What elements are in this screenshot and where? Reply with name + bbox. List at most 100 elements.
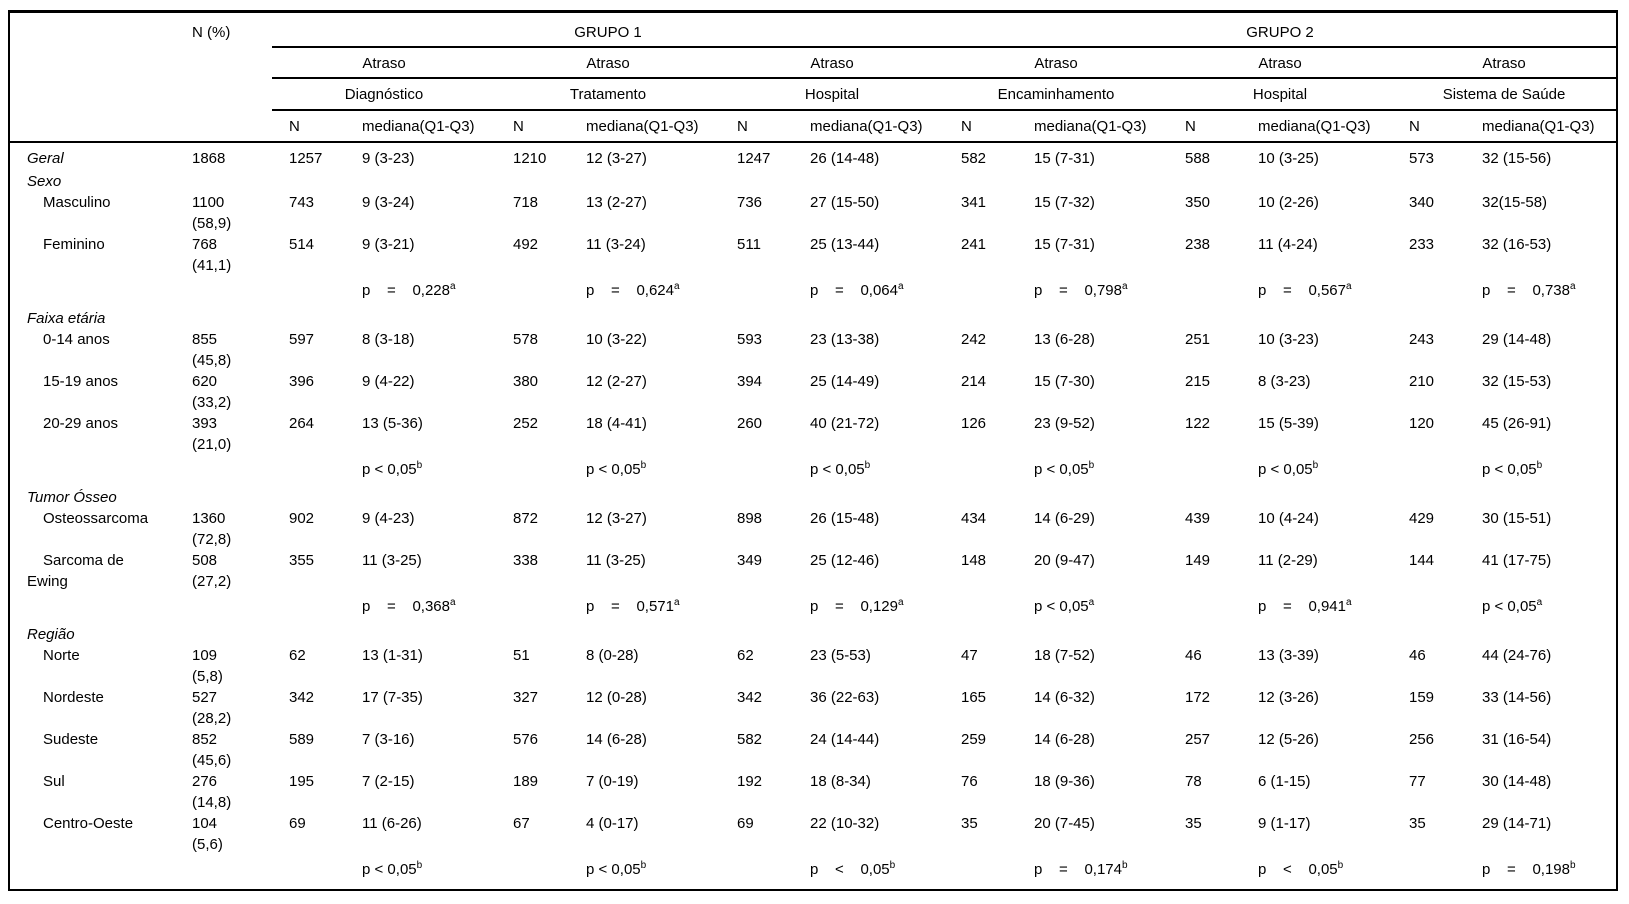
median-cell: 11 (4-24) — [1258, 236, 1318, 253]
median-cell: 13 (1-31) — [362, 647, 423, 664]
n-cell: 238 — [1185, 236, 1211, 253]
table-row: Nordeste 527 (28,2) 342 17 (7-35) 327 12 (0-2… — [10, 687, 1616, 729]
median-cell: 7 (3-16) — [362, 731, 415, 748]
table-row: Osteossarcoma 1360 (72,8) 902 9 (4-23) 872 12… — [10, 508, 1616, 550]
n-cell: 342 — [737, 689, 763, 706]
n-pct-cell: 852 (45,6) — [192, 731, 232, 769]
p-value-text: p = 0,567 — [1258, 282, 1346, 299]
median-cell: 41 (17-75) — [1482, 552, 1552, 569]
median-cell: 12 (2-27) — [586, 373, 647, 390]
n-cell: 355 — [289, 552, 315, 569]
median-cell: 26 (14-48) — [810, 150, 880, 167]
p-value-superscript: b — [1312, 460, 1319, 471]
median-cell: 14 (6-28) — [586, 731, 647, 748]
p-value-cell: p < 0,05b — [1240, 459, 1392, 480]
col-header-atraso: Atraso — [1258, 55, 1302, 72]
median-cell: 9 (3-24) — [362, 194, 415, 211]
median-cell: 15 (7-31) — [1034, 236, 1095, 253]
p-value-superscript: a — [449, 597, 456, 608]
median-cell: 8 (3-23) — [1258, 373, 1311, 390]
n-cell: 434 — [961, 510, 987, 527]
median-cell: 11 (3-25) — [586, 552, 646, 569]
p-value-text: p < 0,05 — [810, 461, 865, 478]
median-cell: 10 (3-22) — [586, 331, 647, 348]
p-value-text: p = 0,798 — [1034, 282, 1122, 299]
p-value-text: p = 0,228 — [362, 282, 450, 299]
n-pct-cell: 276 (14,8) — [192, 773, 232, 811]
p-value-text: p = 0,064 — [810, 282, 898, 299]
median-cell: 29 (14-71) — [1482, 815, 1552, 832]
n-cell: 1247 — [737, 150, 771, 167]
col-header-n: N — [289, 118, 300, 135]
n-cell: 242 — [961, 331, 987, 348]
p-value-superscript: b — [640, 460, 647, 471]
n-cell: 126 — [961, 415, 987, 432]
col-header-mediana: mediana(Q1-Q3) — [1034, 118, 1147, 135]
n-cell: 67 — [513, 815, 530, 832]
p-value-text: p < 0,05 — [1482, 598, 1537, 615]
col-header-subgroup: Sistema de Saúde — [1442, 86, 1566, 103]
n-cell: 514 — [289, 236, 315, 253]
median-cell: 9 (3-21) — [362, 236, 415, 253]
median-cell: 45 (26-91) — [1482, 415, 1552, 432]
n-pct-cell: 1868 — [192, 150, 226, 167]
p-value-text: p < 0,05 — [1258, 861, 1338, 878]
p-value-cell: p < 0,05b — [792, 859, 944, 880]
median-cell: 15 (5-39) — [1258, 415, 1319, 432]
col-header-subgroup: Hospital — [804, 86, 860, 103]
p-value-text: p = 0,174 — [1034, 861, 1122, 878]
n-cell: 257 — [1185, 731, 1211, 748]
median-cell: 10 (4-24) — [1258, 510, 1319, 527]
p-value-superscript: a — [449, 281, 456, 292]
p-value-text: p < 0,05 — [586, 861, 641, 878]
n-cell: 62 — [737, 647, 754, 664]
n-cell: 736 — [737, 194, 763, 211]
col-header-mediana: mediana(Q1-Q3) — [586, 118, 699, 135]
col-header-n-pct: N (%) — [192, 24, 231, 41]
median-cell: 25 (14-49) — [810, 373, 880, 390]
p-value-text: p < 0,05 — [1034, 598, 1089, 615]
col-header-atraso: Atraso — [586, 55, 630, 72]
median-cell: 26 (15-48) — [810, 510, 880, 527]
p-value-superscript: b — [1121, 860, 1128, 871]
p-value-text: p = 0,368 — [362, 598, 450, 615]
n-cell: 195 — [289, 773, 315, 790]
median-cell: 22 (10-32) — [810, 815, 880, 832]
p-value-cell: p = 0,174b — [1016, 859, 1168, 880]
col-header-mediana: mediana(Q1-Q3) — [1482, 118, 1595, 135]
median-cell: 15 (7-30) — [1034, 373, 1095, 390]
col-header-n: N — [1185, 118, 1196, 135]
p-value-superscript: b — [1536, 460, 1543, 471]
n-cell: 159 — [1409, 689, 1435, 706]
median-cell: 15 (7-31) — [1034, 150, 1095, 167]
p-value-cell: p < 0,05b — [568, 859, 720, 880]
n-cell: 77 — [1409, 773, 1426, 790]
p-value-cell: p < 0,05b — [1016, 459, 1168, 480]
n-pct-cell: 1100 (58,9) — [192, 194, 232, 232]
table-row: Centro-Oeste 104 (5,6) 69 11 (6-26) 67 4 (0-1… — [10, 813, 1616, 855]
median-cell: 44 (24-76) — [1482, 647, 1552, 664]
n-cell: 350 — [1185, 194, 1211, 211]
median-cell: 32 (16-53) — [1482, 236, 1552, 253]
median-cell: 32(15-58) — [1482, 194, 1548, 211]
n-cell: 47 — [961, 647, 978, 664]
row-label: Centro-Oeste — [43, 815, 134, 832]
table-row: Norte 109 (5,8) 62 13 (1-31) 51 8 (0-28) 62 23 … — [10, 645, 1616, 687]
p-value-cell: p = 0,941a — [1240, 596, 1392, 617]
n-cell: 120 — [1409, 415, 1435, 432]
p-value-cell: p = 0,571a — [568, 596, 720, 617]
n-cell: 241 — [961, 236, 987, 253]
table-row: Feminino 768 (41,1) 514 9 (3-21) 492 11 (3-24… — [10, 234, 1616, 276]
n-cell: 349 — [737, 552, 763, 569]
n-cell: 260 — [737, 415, 763, 432]
p-value-superscript: b — [1569, 860, 1576, 871]
median-cell: 8 (0-28) — [586, 647, 639, 664]
n-cell: 46 — [1185, 647, 1202, 664]
p-value-cell: p = 0,798a — [1016, 280, 1168, 301]
p-value-superscript: b — [416, 460, 423, 471]
median-cell: 12 (3-27) — [586, 510, 647, 527]
n-cell: 122 — [1185, 415, 1211, 432]
p-value-text: p = 0,129 — [810, 598, 898, 615]
median-cell: 9 (1-17) — [1258, 815, 1311, 832]
n-cell: 340 — [1409, 194, 1435, 211]
